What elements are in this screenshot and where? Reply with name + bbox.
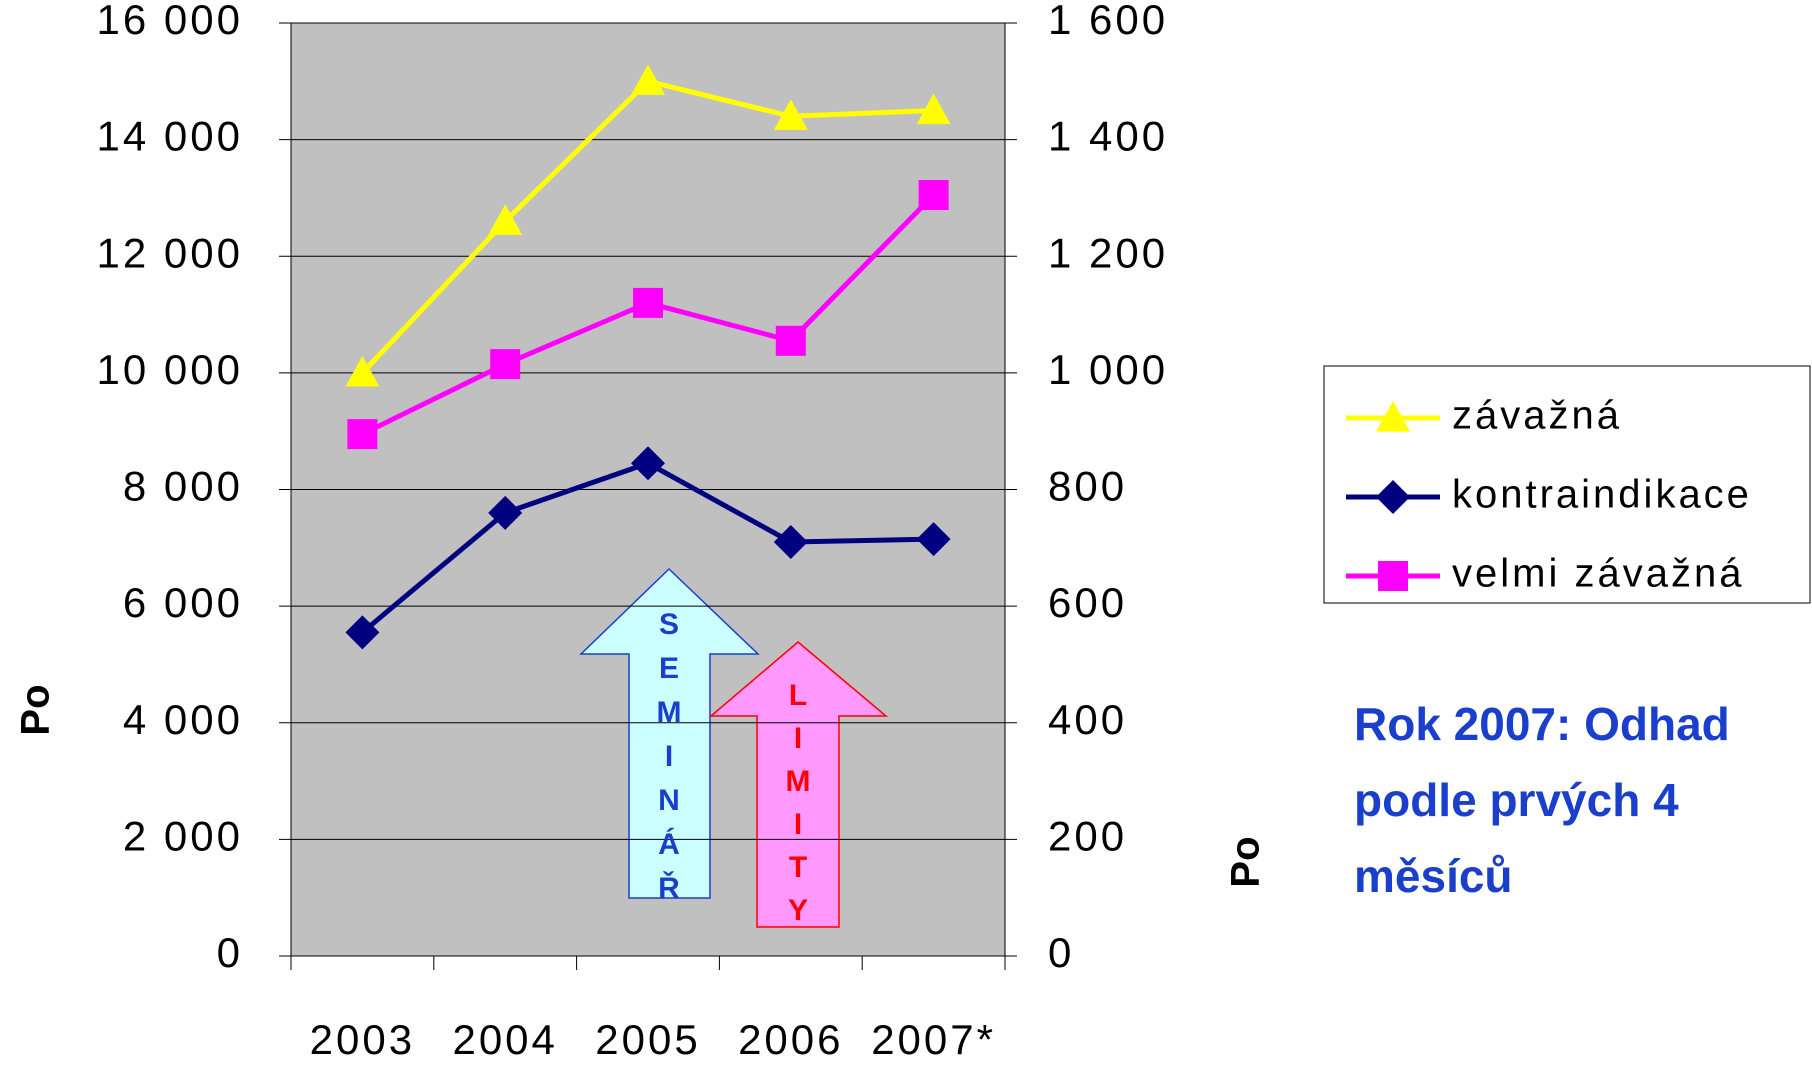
y2-tick-label: 600 (1048, 579, 1127, 626)
y2-tick-label: 200 (1048, 812, 1127, 859)
y-tick-label: 14 000 (97, 113, 243, 160)
arrow-letter: Ř (658, 871, 680, 905)
y-tick-label: 8 000 (123, 463, 243, 510)
arrow-letter: T (789, 851, 807, 884)
arrow-letter: Y (788, 894, 808, 927)
y-tick-label: 6 000 (123, 579, 243, 626)
marker (490, 349, 521, 380)
marker (1378, 561, 1408, 591)
x-tick-label: 2003 (310, 1016, 415, 1063)
marker (347, 419, 378, 450)
arrow-letter: L (789, 679, 807, 712)
y-tick-label: 2 000 (123, 812, 243, 859)
arrow-letter: I (794, 808, 802, 841)
marker (631, 64, 665, 95)
y-tick-label: 16 000 (97, 0, 243, 43)
arrow-letter: I (665, 740, 673, 773)
y2-tick-label: 1 200 (1048, 229, 1168, 276)
arrow-letter: N (658, 784, 680, 817)
legend-label: velmi závažná (1452, 552, 1744, 596)
legend-label: závažná (1452, 394, 1622, 438)
x-tick-label: 2006 (738, 1016, 843, 1063)
y-tick-label: 0 (217, 929, 243, 976)
y2-tick-label: 1 400 (1048, 113, 1168, 160)
marker (345, 355, 380, 387)
legend-label: kontraindikace (1452, 473, 1752, 517)
arrow-letter: Á (658, 827, 680, 861)
y2-tick-label: 400 (1048, 696, 1127, 743)
arrow-letter: I (794, 722, 802, 755)
marker (916, 522, 951, 557)
y-tick-label: 12 000 (97, 229, 243, 276)
annotation: měsíců (1354, 850, 1513, 902)
x-tick-label: 2005 (595, 1016, 700, 1063)
marker (633, 287, 663, 318)
marker (775, 325, 806, 356)
y2-tick-label: 800 (1048, 463, 1127, 510)
y-tick-label: 10 000 (97, 346, 243, 393)
marker (488, 495, 523, 530)
marker (1376, 401, 1410, 432)
marker (488, 204, 523, 235)
arrow-letter: M (657, 696, 682, 729)
marker (631, 446, 665, 481)
y2-axis-label: Po (1224, 836, 1268, 887)
arrow-letter: S (659, 608, 679, 641)
y-tick-label: 4 000 (123, 696, 243, 743)
seminar-arrow (579, 567, 760, 899)
marker (345, 615, 380, 650)
y-axis-label: Po (14, 684, 58, 735)
annotation: Rok 2007: Odhad (1354, 698, 1730, 750)
marker (773, 524, 808, 559)
x-tick-label: 2007* (871, 1016, 996, 1063)
marker (916, 93, 951, 125)
arrow-letter: E (659, 652, 679, 685)
marker (1376, 480, 1410, 514)
marker (918, 180, 949, 211)
y2-tick-label: 1 600 (1048, 0, 1168, 43)
y2-tick-label: 1 000 (1048, 346, 1168, 393)
annotation: podle prvých 4 (1354, 774, 1679, 826)
x-tick-label: 2004 (452, 1016, 557, 1063)
y2-tick-label: 0 (1048, 929, 1074, 976)
limity-arrow (708, 641, 889, 928)
arrow-letter: M (786, 765, 811, 798)
marker (773, 99, 808, 130)
